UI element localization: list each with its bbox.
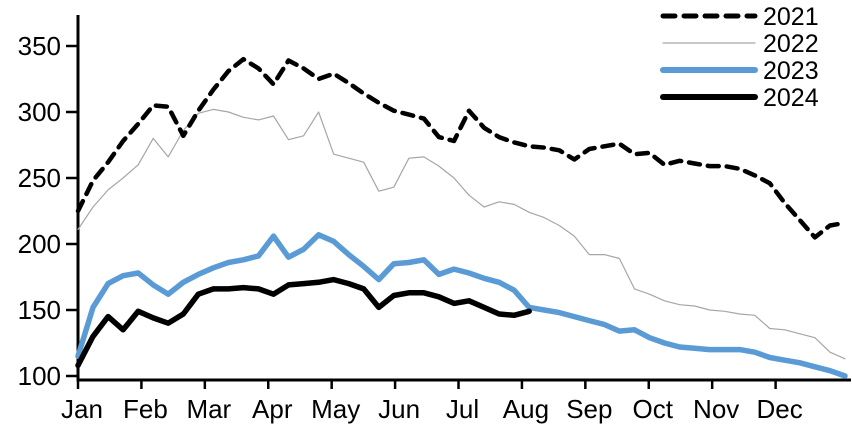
- month-label: May: [311, 394, 360, 424]
- series-line-2024: [75, 276, 532, 369]
- series-line-2023: [75, 232, 848, 379]
- month-label: Apr: [252, 394, 293, 424]
- month-label: Sep: [566, 394, 612, 424]
- month-label: Oct: [633, 394, 674, 424]
- month-label: Feb: [123, 394, 168, 424]
- y-tick-label: 250: [18, 163, 61, 193]
- month-label: Jul: [446, 394, 479, 424]
- month-label: Nov: [693, 394, 739, 424]
- month-label: Jan: [61, 394, 103, 424]
- y-tick-label: 350: [18, 31, 61, 61]
- series-line-2022: [77, 108, 846, 360]
- legend-label-2024: 2024: [763, 84, 819, 112]
- month-label: Dec: [756, 394, 802, 424]
- y-tick-label: 300: [18, 97, 61, 127]
- legend-label-2021: 2021: [763, 3, 819, 31]
- y-tick-label: 100: [18, 361, 61, 391]
- y-tick-label: 200: [18, 229, 61, 259]
- series-line-2021: [75, 56, 848, 240]
- month-label: Aug: [503, 394, 549, 424]
- month-label: Jun: [378, 394, 420, 424]
- month-label: Mar: [186, 394, 231, 424]
- legend-label-2022: 2022: [763, 30, 819, 58]
- legend-label-2023: 2023: [763, 57, 819, 85]
- y-tick-label: 150: [18, 295, 61, 325]
